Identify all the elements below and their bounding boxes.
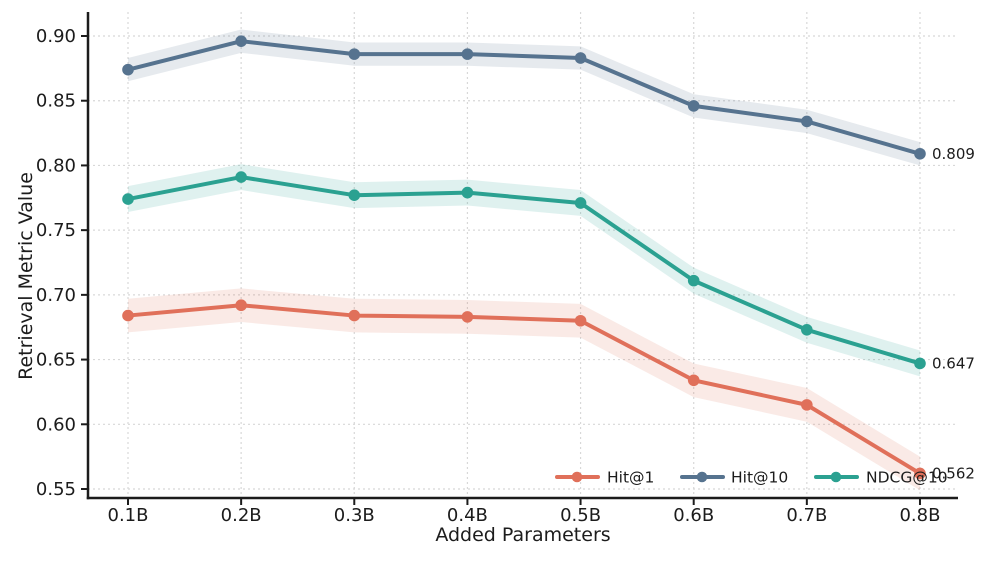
hit-at-1-point-0.5B (574, 314, 587, 327)
ndcg-at-10-point-0.2B (235, 171, 247, 183)
x-tick-label: 0.7B (786, 505, 827, 526)
hit-at-10-point-0.3B (348, 48, 361, 60)
hit-at-10-point-0.2B (235, 35, 247, 47)
y-tick-label: 0.65 (36, 350, 76, 371)
ndcg-at-10-line (126, 175, 922, 366)
legend-label-ndcg-at-10: NDCG@10 (866, 469, 948, 487)
y-tick-label: 0.80 (36, 155, 76, 176)
legend-item-ndcg-at-10: NDCG@10 (814, 469, 948, 487)
y-tick-label: 0.90 (36, 26, 76, 47)
hit-at-1-series (122, 299, 926, 480)
hit-at-10-point-0.7B (801, 115, 813, 128)
ndcg-at-10-series (122, 171, 926, 370)
x-axis-title: Added Parameters (435, 524, 610, 546)
ndcg-at-10-point-0.7B (801, 324, 813, 336)
end-value-label-hit-at-1: 0.562 (932, 464, 975, 482)
hit-at-1-point-0.8B (914, 467, 926, 480)
ndcg-at-10-point-0.4B (461, 186, 474, 199)
hit-at-1-point-0.6B (687, 374, 700, 387)
hit-at-1-point-0.2B (235, 299, 247, 312)
end-value-label-ndcg-at-10: 0.647 (932, 354, 975, 372)
hit-at-10-point-0.8B (914, 147, 926, 160)
legend-marker-hit-at-1 (571, 471, 583, 483)
x-tick-label: 0.1B (108, 505, 149, 526)
legend-label-hit-at-1: Hit@1 (607, 469, 654, 487)
y-tick-label: 0.75 (36, 220, 76, 241)
hit-at-10-confidence-band (128, 29, 920, 166)
hit-at-10-line (126, 39, 922, 156)
x-tick-label: 0.6B (673, 505, 714, 526)
y-tick-label: 0.55 (36, 479, 76, 500)
hit-at-1-point-0.1B (122, 309, 134, 322)
legend-item-hit-at-1: Hit@1 (555, 469, 654, 487)
ndcg-at-10-point-0.6B (687, 274, 700, 287)
y-tick-label: 0.60 (36, 414, 76, 435)
hit-at-10-series (122, 35, 926, 160)
hit-at-1-line (126, 303, 922, 476)
y-tick-label: 0.85 (36, 91, 76, 112)
hit-at-1-point-0.3B (348, 309, 361, 322)
x-tick-label: 0.5B (560, 505, 601, 526)
ndcg-at-10-point-0.3B (348, 189, 361, 201)
legend-marker-ndcg-at-10 (830, 471, 842, 483)
end-value-label-hit-at-10: 0.809 (932, 145, 975, 163)
y-axis-title: Retrieval Metric Value (15, 172, 37, 380)
legend-item-hit-at-10: Hit@10 (680, 469, 788, 487)
hit-at-10-point-0.5B (574, 52, 587, 64)
hit-at-10-point-0.4B (461, 48, 474, 60)
confidence-bands (128, 29, 920, 491)
x-tick-label: 0.3B (334, 505, 375, 526)
axes: 0.55 0.60 0.65 0.70 0.75 0.80 0.85 0.90 0.1B 0.2B… (36, 12, 958, 526)
legend-marker-hit-at-10 (696, 471, 708, 483)
hit-at-10-point-0.6B (687, 100, 700, 112)
y-tick-label: 0.70 (36, 285, 76, 306)
ndcg-at-10-point-0.5B (574, 197, 587, 209)
hit-at-1-point-0.4B (461, 311, 474, 323)
hit-at-1-point-0.7B (801, 399, 813, 411)
ndcg-at-10-point-0.1B (122, 193, 134, 205)
ndcg-at-10-point-0.8B (914, 357, 926, 370)
x-tick-label: 0.8B (899, 505, 940, 526)
hit-at-10-point-0.1B (122, 63, 134, 76)
x-tick-label: 0.4B (447, 505, 488, 526)
x-tick-label: 0.2B (221, 505, 262, 526)
legend: Hit@1 Hit@10 NDCG@10 (555, 469, 948, 487)
legend-label-hit-at-10: Hit@10 (731, 469, 788, 487)
grid (88, 12, 958, 498)
